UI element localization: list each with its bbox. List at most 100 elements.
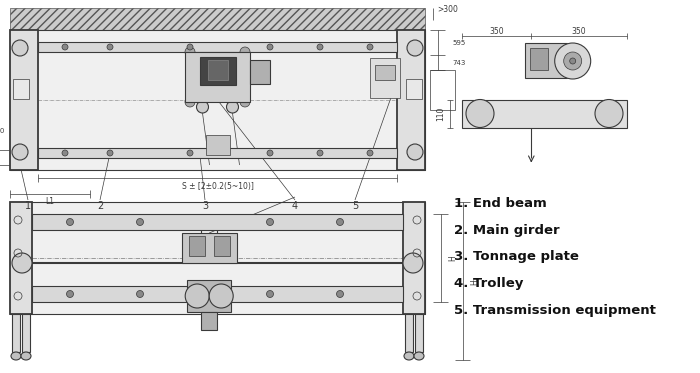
Circle shape xyxy=(209,284,233,308)
Circle shape xyxy=(267,219,274,226)
Circle shape xyxy=(62,150,68,156)
Bar xyxy=(370,58,400,98)
Circle shape xyxy=(267,291,274,298)
Bar xyxy=(182,233,237,263)
Text: S ± [2±0.2(5~10)]: S ± [2±0.2(5~10)] xyxy=(181,182,253,191)
Circle shape xyxy=(403,253,423,273)
Bar xyxy=(38,148,397,158)
Bar xyxy=(530,48,547,70)
Circle shape xyxy=(317,150,323,156)
Bar xyxy=(12,314,20,352)
Bar xyxy=(10,8,425,30)
Circle shape xyxy=(197,101,209,113)
Circle shape xyxy=(17,45,23,51)
Text: 4. Trolley: 4. Trolley xyxy=(454,278,523,290)
Bar xyxy=(405,314,413,352)
Bar xyxy=(38,42,397,52)
Text: H: H xyxy=(449,255,458,261)
Text: 5. Transmission equipment: 5. Transmission equipment xyxy=(454,304,655,317)
Circle shape xyxy=(317,44,323,50)
Circle shape xyxy=(185,47,195,57)
Circle shape xyxy=(62,44,68,50)
Text: 350: 350 xyxy=(489,26,504,35)
Circle shape xyxy=(186,284,209,308)
Text: 120: 120 xyxy=(0,128,5,134)
Text: 3. Tonnage plate: 3. Tonnage plate xyxy=(454,251,578,263)
Bar xyxy=(187,280,231,312)
Circle shape xyxy=(12,40,28,56)
Circle shape xyxy=(367,44,373,50)
Bar xyxy=(32,286,403,302)
Bar xyxy=(214,236,230,256)
Text: 1: 1 xyxy=(25,201,31,211)
Bar xyxy=(32,214,403,230)
Bar xyxy=(250,60,270,84)
Bar xyxy=(185,52,250,102)
Ellipse shape xyxy=(21,352,31,360)
Circle shape xyxy=(136,291,144,298)
Bar xyxy=(206,135,230,155)
Circle shape xyxy=(604,109,614,119)
Circle shape xyxy=(185,97,195,107)
Circle shape xyxy=(412,149,418,155)
Bar xyxy=(201,312,217,330)
Circle shape xyxy=(267,44,273,50)
Circle shape xyxy=(17,149,23,155)
Circle shape xyxy=(107,150,113,156)
Bar xyxy=(199,57,235,85)
Circle shape xyxy=(595,100,623,128)
Bar xyxy=(10,30,38,170)
Bar xyxy=(22,314,30,352)
Circle shape xyxy=(367,150,373,156)
Text: L1: L1 xyxy=(46,197,55,207)
Circle shape xyxy=(466,100,494,128)
Text: 743: 743 xyxy=(452,60,466,66)
Text: 2: 2 xyxy=(97,201,103,211)
Bar xyxy=(10,202,425,314)
Text: 3: 3 xyxy=(202,201,208,211)
Text: 350: 350 xyxy=(572,26,587,35)
Circle shape xyxy=(564,52,582,70)
Circle shape xyxy=(412,45,418,51)
Text: 5: 5 xyxy=(352,201,358,211)
Bar xyxy=(403,202,425,314)
Circle shape xyxy=(136,219,144,226)
Circle shape xyxy=(66,291,74,298)
Circle shape xyxy=(570,58,575,64)
Text: 2. Main girder: 2. Main girder xyxy=(454,224,559,236)
Ellipse shape xyxy=(414,352,424,360)
Circle shape xyxy=(337,219,344,226)
Circle shape xyxy=(240,97,250,107)
Ellipse shape xyxy=(404,352,414,360)
Bar xyxy=(13,79,29,99)
Bar xyxy=(525,43,567,78)
Bar xyxy=(10,30,425,170)
Bar xyxy=(462,100,627,128)
Circle shape xyxy=(66,219,74,226)
Circle shape xyxy=(187,44,193,50)
Circle shape xyxy=(187,150,193,156)
Circle shape xyxy=(337,291,344,298)
Text: 110: 110 xyxy=(436,106,445,121)
Bar xyxy=(207,60,228,80)
Text: 4: 4 xyxy=(292,201,298,211)
Text: 1. End beam: 1. End beam xyxy=(454,197,547,210)
Bar xyxy=(430,70,455,110)
Text: 595: 595 xyxy=(452,40,466,46)
Circle shape xyxy=(12,144,28,160)
Circle shape xyxy=(267,150,273,156)
Circle shape xyxy=(407,144,423,160)
Bar xyxy=(415,314,423,352)
Circle shape xyxy=(227,101,239,113)
Circle shape xyxy=(407,40,423,56)
Circle shape xyxy=(12,253,32,273)
Circle shape xyxy=(554,43,591,79)
Bar xyxy=(397,30,425,170)
Ellipse shape xyxy=(11,352,21,360)
Bar xyxy=(189,236,205,256)
Circle shape xyxy=(107,44,113,50)
Bar xyxy=(375,65,395,80)
Bar xyxy=(406,79,422,99)
Text: >300: >300 xyxy=(437,6,458,15)
Bar xyxy=(10,202,32,314)
